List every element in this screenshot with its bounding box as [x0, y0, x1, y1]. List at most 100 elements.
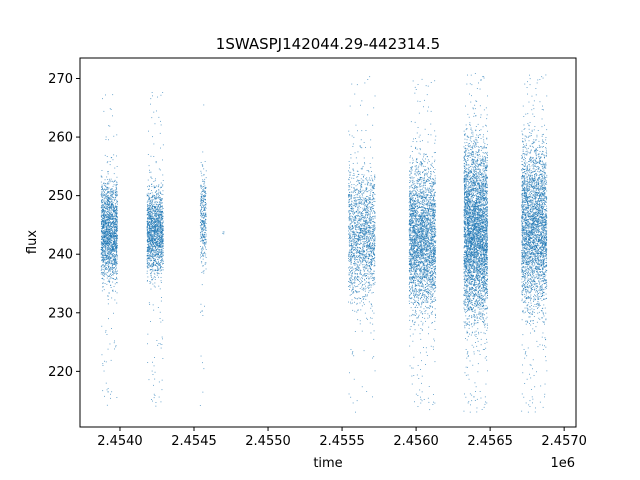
data-point — [152, 247, 153, 249]
data-point — [107, 295, 109, 297]
data-point — [372, 185, 373, 187]
data-point — [358, 232, 360, 233]
data-point — [366, 252, 368, 254]
data-point — [115, 260, 117, 261]
data-point — [148, 195, 149, 197]
data-point — [355, 227, 357, 228]
data-point — [372, 188, 374, 190]
data-point — [146, 210, 148, 211]
data-point — [202, 220, 204, 222]
data-point — [102, 235, 103, 237]
data-point — [161, 211, 163, 213]
data-point — [156, 272, 158, 274]
data-point — [357, 207, 358, 209]
data-point — [146, 259, 148, 261]
data-point — [107, 262, 109, 264]
data-point — [359, 229, 361, 230]
data-point — [154, 258, 156, 260]
data-point — [116, 210, 118, 212]
data-point — [374, 230, 375, 232]
data-point — [160, 214, 161, 216]
data-point — [106, 247, 108, 249]
data-point — [359, 145, 361, 147]
data-point — [152, 279, 153, 281]
data-point — [160, 182, 162, 184]
data-point — [351, 240, 353, 242]
data-point — [105, 218, 107, 220]
data-point — [155, 209, 157, 211]
data-point — [362, 233, 364, 235]
data-point — [362, 223, 364, 225]
data-point — [356, 298, 358, 300]
data-point — [153, 309, 155, 311]
data-point — [355, 263, 357, 265]
data-point — [147, 218, 149, 219]
data-point — [146, 257, 148, 259]
data-point — [105, 246, 106, 248]
data-point — [151, 222, 153, 224]
data-point — [368, 202, 370, 204]
data-point — [200, 198, 201, 200]
data-point — [201, 220, 203, 222]
data-point — [106, 241, 108, 242]
data-point — [357, 243, 359, 245]
data-point — [112, 268, 114, 269]
data-point — [104, 194, 106, 195]
data-point — [151, 228, 153, 230]
data-point — [110, 253, 112, 255]
data-point — [160, 229, 161, 231]
data-point — [370, 239, 372, 241]
data-point — [111, 391, 113, 393]
data-point — [114, 264, 116, 265]
data-point — [112, 159, 114, 161]
data-point — [113, 236, 115, 237]
data-point — [107, 261, 108, 262]
data-point — [360, 146, 362, 148]
data-point — [205, 223, 207, 224]
data-point — [365, 147, 366, 148]
data-point — [158, 217, 160, 219]
data-point — [109, 125, 111, 127]
data-point — [111, 157, 113, 158]
data-point — [150, 211, 152, 213]
data-point — [370, 166, 372, 168]
data-point — [110, 287, 112, 288]
data-point — [204, 234, 206, 236]
data-point — [117, 230, 118, 232]
data-point — [111, 232, 112, 233]
data-point — [108, 253, 110, 254]
data-point — [100, 241, 102, 243]
data-point — [350, 271, 351, 273]
data-point — [351, 252, 353, 253]
data-point — [105, 232, 107, 233]
data-point — [364, 228, 366, 230]
data-point — [147, 234, 149, 236]
data-point — [103, 274, 105, 276]
data-point — [203, 195, 205, 197]
data-point — [158, 207, 160, 208]
data-point — [365, 261, 366, 263]
data-point — [367, 227, 369, 228]
data-point — [158, 234, 160, 236]
data-point — [201, 220, 203, 221]
data-point — [162, 233, 163, 235]
data-point — [155, 196, 157, 198]
data-point — [159, 132, 161, 134]
data-point — [107, 218, 109, 220]
data-point — [116, 210, 118, 211]
data-point — [160, 269, 162, 271]
data-point — [113, 210, 115, 212]
data-point — [160, 228, 162, 230]
data-point — [202, 240, 203, 242]
data-point — [363, 199, 365, 201]
data-point — [103, 252, 105, 254]
data-point — [158, 231, 160, 232]
data-point — [147, 239, 148, 241]
data-point — [112, 204, 114, 205]
data-point — [107, 261, 109, 262]
data-point — [201, 238, 203, 239]
data-point — [373, 259, 375, 261]
data-point — [369, 228, 371, 230]
data-point — [349, 177, 351, 178]
data-point — [101, 195, 103, 197]
